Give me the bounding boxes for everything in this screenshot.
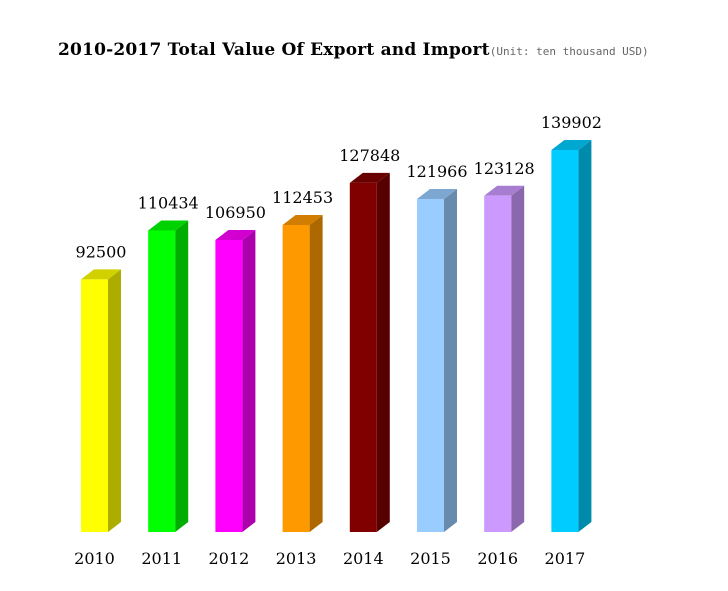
bar-front (215, 239, 243, 533)
data-label-2013: 112453 (272, 188, 333, 207)
bar-front (349, 182, 377, 532)
data-label-2016: 123128 (474, 159, 535, 178)
data-label-2010: 92500 (76, 242, 127, 261)
x-tick-label-2011: 2011 (141, 549, 182, 568)
bar-2016 (484, 185, 525, 532)
bar-side (376, 172, 390, 532)
bar-side (309, 214, 323, 532)
x-tick-label-2015: 2015 (410, 549, 451, 568)
bar-top (215, 229, 256, 240)
data-label-2012: 106950 (205, 203, 266, 222)
x-tick-label-2013: 2013 (276, 549, 317, 568)
bar-side (578, 140, 592, 532)
bar-2011 (148, 220, 189, 533)
bar-top (282, 214, 323, 225)
data-label-2014: 127848 (339, 146, 400, 165)
data-label-2015: 121966 (406, 162, 467, 181)
bar-2013 (282, 214, 323, 532)
data-label-2017: 139902 (541, 113, 602, 132)
chart-subtitle: (Unit: ten thousand USD) (489, 45, 649, 58)
bar-front (551, 150, 579, 532)
x-tick-label-2017: 2017 (545, 549, 586, 568)
bar-top (484, 185, 525, 196)
bar-top (349, 172, 390, 183)
x-tick-label-2014: 2014 (343, 549, 384, 568)
bar-2017 (551, 140, 592, 532)
bar-front (282, 224, 310, 532)
data-label-2011: 110434 (138, 193, 199, 212)
x-tick-label-2010: 2010 (74, 549, 115, 568)
bar-top (148, 220, 189, 231)
bar-2012 (215, 229, 256, 533)
bar-side (242, 229, 256, 533)
bar-side (175, 220, 189, 533)
bar-front (148, 230, 176, 533)
x-tick-label-2012: 2012 (209, 549, 250, 568)
chart-title-group: 2010-2017 Total Value Of Export and Impo… (58, 40, 649, 60)
bar-side (511, 185, 525, 532)
bar-side (108, 269, 121, 532)
bar-top (417, 188, 457, 199)
bar-front (484, 195, 512, 532)
bar-side (444, 188, 457, 532)
bar-2010 (81, 269, 121, 532)
bar-front (417, 198, 444, 532)
bar-front (81, 279, 108, 532)
x-tick-label-2016: 2016 (477, 549, 518, 568)
bar-2014 (349, 172, 390, 532)
chart-title: 2010-2017 Total Value Of Export and Impo… (58, 40, 490, 60)
bar-top (81, 269, 121, 280)
bar-top (551, 140, 592, 150)
bar-2015 (417, 188, 457, 532)
